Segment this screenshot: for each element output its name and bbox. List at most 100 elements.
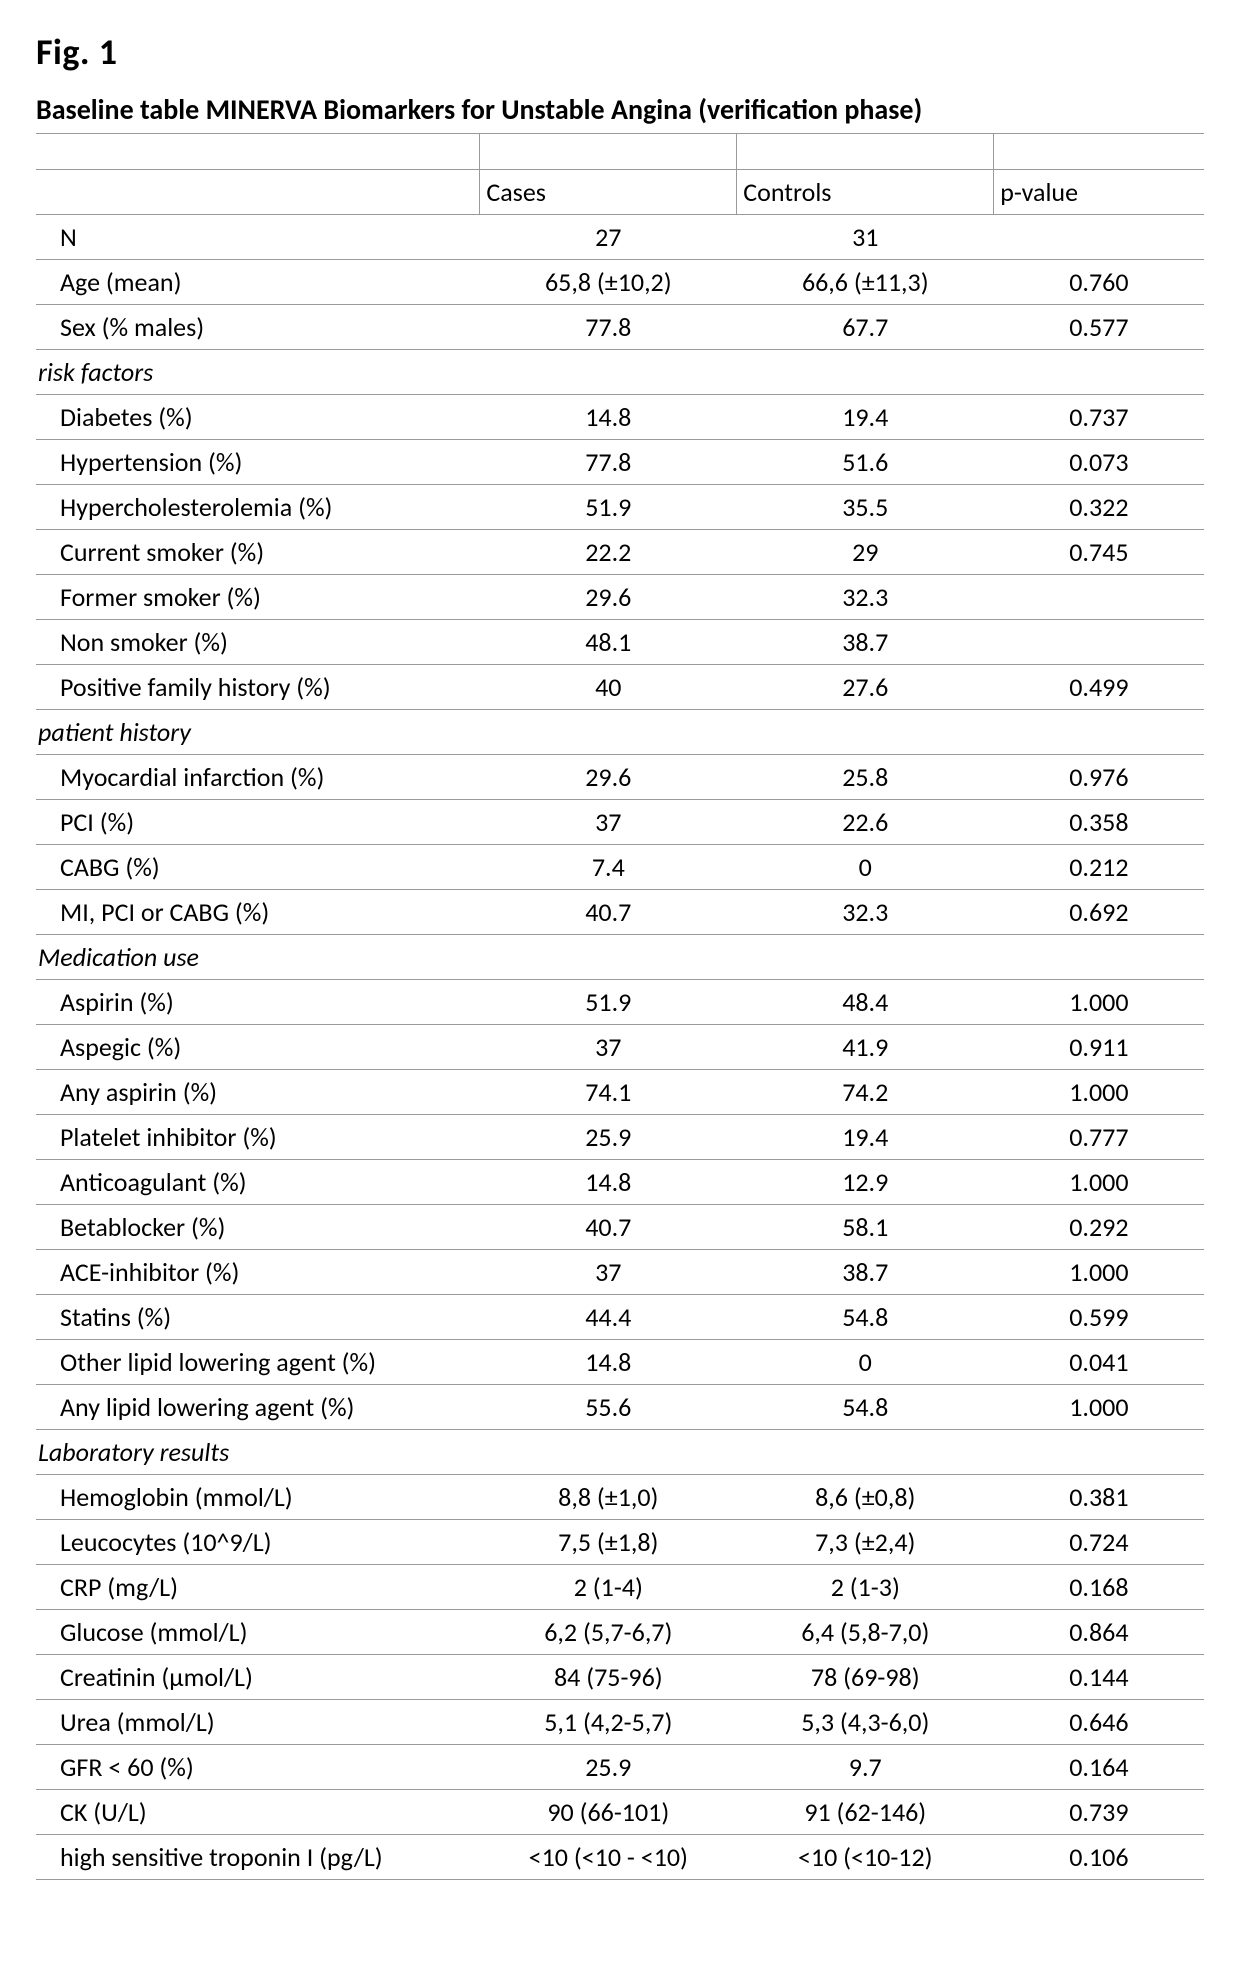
row-label: Platelet inhibitor (%) (36, 1115, 480, 1160)
row-label: Other lipid lowering agent (%) (36, 1340, 480, 1385)
row-controls: 66,6 (±11,3) (737, 260, 994, 305)
row-controls: 32.3 (737, 890, 994, 935)
row-label: GFR < 60 (%) (36, 1745, 480, 1790)
row-controls: 25.8 (737, 755, 994, 800)
table-row: Sex (% males)77.867.70.577 (36, 305, 1204, 350)
row-label: Anticoagulant (%) (36, 1160, 480, 1205)
row-controls: 48.4 (737, 980, 994, 1025)
row-cases: 14.8 (480, 395, 737, 440)
table-row: Aspirin (%)51.948.41.000 (36, 980, 1204, 1025)
col-header-cases: Cases (480, 170, 737, 215)
row-cases: 7.4 (480, 845, 737, 890)
row-label: Betablocker (%) (36, 1205, 480, 1250)
section-header-row: risk factors (36, 350, 1204, 395)
table-row: Positive family history (%)4027.60.499 (36, 665, 1204, 710)
row-pvalue: 0.577 (994, 305, 1204, 350)
row-controls: 51.6 (737, 440, 994, 485)
row-pvalue: 0.777 (994, 1115, 1204, 1160)
row-controls: 19.4 (737, 395, 994, 440)
row-pvalue: 1.000 (994, 1385, 1204, 1430)
table-row: Age (mean)65,8 (±10,2)66,6 (±11,3)0.760 (36, 260, 1204, 305)
row-controls: 12.9 (737, 1160, 994, 1205)
row-cases: 5,1 (4,2-5,7) (480, 1700, 737, 1745)
table-row: Former smoker (%)29.632.3 (36, 575, 1204, 620)
section-header: patient history (36, 710, 480, 755)
row-label: CK (U/L) (36, 1790, 480, 1835)
table-title: Baseline table MINERVA Biomarkers for Un… (36, 92, 1204, 127)
row-controls: <10 (<10-12) (737, 1835, 994, 1880)
row-pvalue: 0.106 (994, 1835, 1204, 1880)
row-label: ACE-inhibitor (%) (36, 1250, 480, 1295)
row-controls: 27.6 (737, 665, 994, 710)
table-row: Platelet inhibitor (%)25.919.40.777 (36, 1115, 1204, 1160)
row-label: Hypertension (%) (36, 440, 480, 485)
row-pvalue: 0.322 (994, 485, 1204, 530)
row-cases: 2 (1-4) (480, 1565, 737, 1610)
row-controls: 32.3 (737, 575, 994, 620)
table-row: Aspegic (%)3741.90.911 (36, 1025, 1204, 1070)
row-pvalue: 0.724 (994, 1520, 1204, 1565)
table-row: Urea (mmol/L)5,1 (4,2-5,7)5,3 (4,3-6,0)0… (36, 1700, 1204, 1745)
row-pvalue: 0.739 (994, 1790, 1204, 1835)
section-header-row: Medication use (36, 935, 1204, 980)
section-header-row: patient history (36, 710, 1204, 755)
row-pvalue: 0.760 (994, 260, 1204, 305)
row-controls: 9.7 (737, 1745, 994, 1790)
row-controls: 38.7 (737, 620, 994, 665)
row-cases: 25.9 (480, 1115, 737, 1160)
row-pvalue (994, 215, 1204, 260)
table-row: PCI (%)3722.60.358 (36, 800, 1204, 845)
row-controls: 5,3 (4,3-6,0) (737, 1700, 994, 1745)
row-pvalue: 0.212 (994, 845, 1204, 890)
row-controls: 67.7 (737, 305, 994, 350)
row-cases: 29.6 (480, 755, 737, 800)
row-controls: 6,4 (5,8-7,0) (737, 1610, 994, 1655)
row-cases: 74.1 (480, 1070, 737, 1115)
row-controls: 8,6 (±0,8) (737, 1475, 994, 1520)
row-pvalue: 0.646 (994, 1700, 1204, 1745)
row-label: Any aspirin (%) (36, 1070, 480, 1115)
row-label: Any lipid lowering agent (%) (36, 1385, 480, 1430)
table-row: N2731 (36, 215, 1204, 260)
row-cases: 84 (75-96) (480, 1655, 737, 1700)
row-pvalue: 1.000 (994, 980, 1204, 1025)
row-pvalue: 0.599 (994, 1295, 1204, 1340)
row-label: MI, PCI or CABG (%) (36, 890, 480, 935)
row-label: Diabetes (%) (36, 395, 480, 440)
section-header-row: Laboratory results (36, 1430, 1204, 1475)
col-header-pvalue: p-value (994, 170, 1204, 215)
row-controls: 38.7 (737, 1250, 994, 1295)
section-header: Laboratory results (36, 1430, 480, 1475)
row-controls: 54.8 (737, 1295, 994, 1340)
row-label: Aspegic (%) (36, 1025, 480, 1070)
table-row: Myocardial infarction (%)29.625.80.976 (36, 755, 1204, 800)
row-controls: 78 (69-98) (737, 1655, 994, 1700)
row-label: Hypercholesterolemia (%) (36, 485, 480, 530)
row-controls: 31 (737, 215, 994, 260)
row-controls: 19.4 (737, 1115, 994, 1160)
row-label: Creatinin (µmol/L) (36, 1655, 480, 1700)
table-row: Glucose (mmol/L)6,2 (5,7-6,7)6,4 (5,8-7,… (36, 1610, 1204, 1655)
row-pvalue: 0.164 (994, 1745, 1204, 1790)
table-row: Anticoagulant (%)14.812.91.000 (36, 1160, 1204, 1205)
row-controls: 7,3 (±2,4) (737, 1520, 994, 1565)
row-cases: 48.1 (480, 620, 737, 665)
row-pvalue: 0.381 (994, 1475, 1204, 1520)
col-header-empty (36, 170, 480, 215)
row-pvalue: 0.499 (994, 665, 1204, 710)
row-cases: 40.7 (480, 890, 737, 935)
row-cases: 7,5 (±1,8) (480, 1520, 737, 1565)
baseline-table: Cases Controls p-value N2731Age (mean)65… (36, 133, 1204, 1880)
table-header-row: Cases Controls p-value (36, 170, 1204, 215)
table-row: Any aspirin (%)74.174.21.000 (36, 1070, 1204, 1115)
table-row: CABG (%)7.400.212 (36, 845, 1204, 890)
row-pvalue: 0.073 (994, 440, 1204, 485)
table-row: Statins (%)44.454.80.599 (36, 1295, 1204, 1340)
table-row: Hypertension (%)77.851.60.073 (36, 440, 1204, 485)
figure-label: Fig. 1 (36, 30, 1204, 74)
row-label: Sex (% males) (36, 305, 480, 350)
row-pvalue: 0.976 (994, 755, 1204, 800)
row-cases: 14.8 (480, 1340, 737, 1385)
table-row: Non smoker (%)48.138.7 (36, 620, 1204, 665)
row-pvalue: 0.168 (994, 1565, 1204, 1610)
